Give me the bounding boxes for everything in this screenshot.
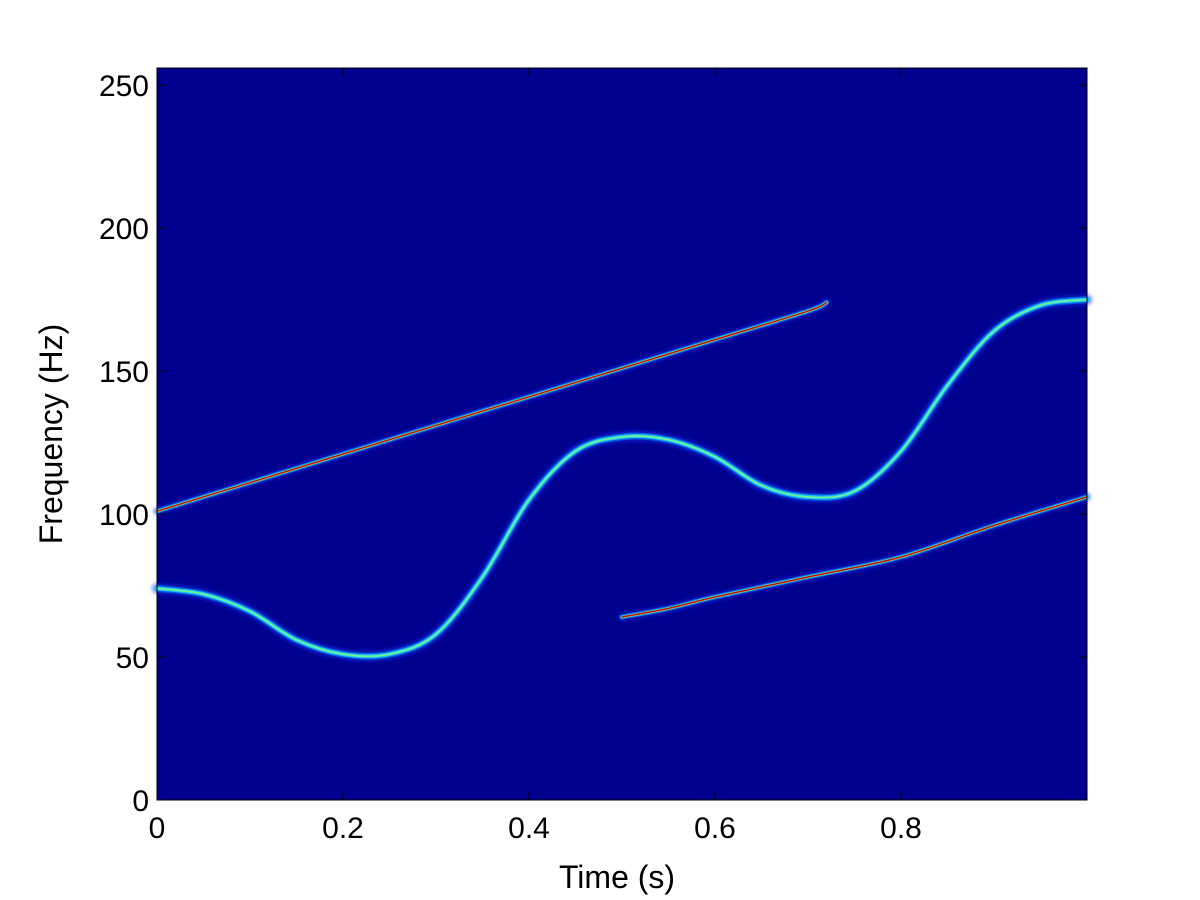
x-axis-label: Time (s) (559, 859, 675, 895)
y-tick-label: 250 (99, 70, 149, 103)
ridge-component-2-layer-4 (156, 298, 1088, 658)
y-tick-label: 100 (99, 499, 149, 532)
x-tick-label: 0.4 (508, 812, 550, 845)
plot-area (151, 67, 1093, 801)
x-tick-label: 0 (149, 812, 166, 845)
y-tick-label: 0 (132, 785, 149, 818)
y-axis-label: Frequency (Hz) (33, 324, 69, 545)
ridge-component-1-layer-5 (156, 301, 828, 512)
spectral-ridges (151, 293, 1093, 663)
y-tick-label: 150 (99, 356, 149, 389)
y-tick-label: 200 (99, 213, 149, 246)
x-tick-label: 0.2 (322, 812, 364, 845)
y-tick-label: 50 (116, 642, 149, 675)
y-axis: 0 50 100 150 200 250 (99, 70, 1087, 818)
x-axis: 0 0.2 0.4 0.6 0.8 (149, 68, 922, 845)
x-tick-label: 0.8 (880, 812, 922, 845)
plot-frame (156, 67, 1088, 801)
x-tick-label: 0.6 (694, 812, 736, 845)
ridge-component-3-layer-5 (621, 496, 1088, 618)
